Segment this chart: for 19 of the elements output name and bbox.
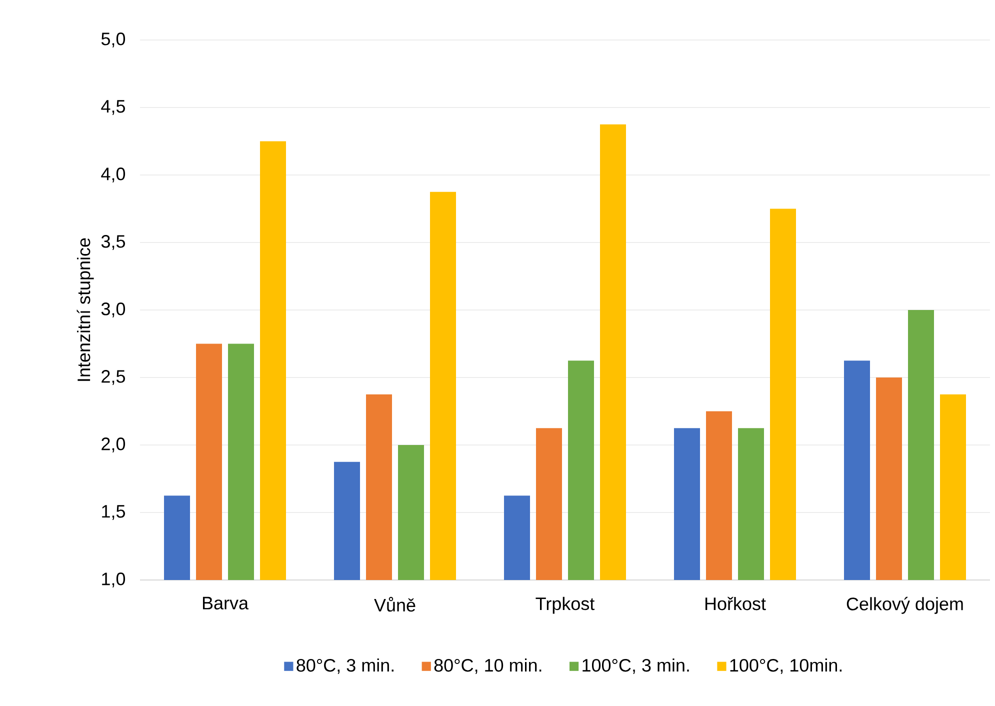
y-tick-label: 1,5 <box>102 505 125 520</box>
x-tick-label: Trpkost <box>536 596 595 614</box>
legend-label: 100°C, 3 min. <box>582 658 689 674</box>
legend-label: 80°C, 3 min. <box>296 658 394 674</box>
legend-label: 100°C, 10min. <box>730 658 842 674</box>
x-tick-label: Celkový dojem <box>846 596 963 614</box>
y-tick-label: 3,0 <box>101 302 126 318</box>
y-axis-title: Intenzitní stupnice <box>76 238 94 381</box>
x-tick-label: Hořkost <box>705 596 766 610</box>
y-tick-label: 2,5 <box>102 370 125 385</box>
x-tick-label: Vůně <box>374 596 416 612</box>
legend-label: 80°C, 10 min. <box>434 658 542 674</box>
x-tick-label: Barva <box>202 596 249 610</box>
y-tick-label: 2,0 <box>102 438 126 452</box>
y-tick-label: 5,0 <box>101 32 126 48</box>
y-tick-label: 4,0 <box>101 168 126 182</box>
y-tick-label: 1,0 <box>102 572 126 588</box>
y-tick-label: 4,5 <box>101 100 125 115</box>
y-tick-label: 3,5 <box>101 235 125 250</box>
